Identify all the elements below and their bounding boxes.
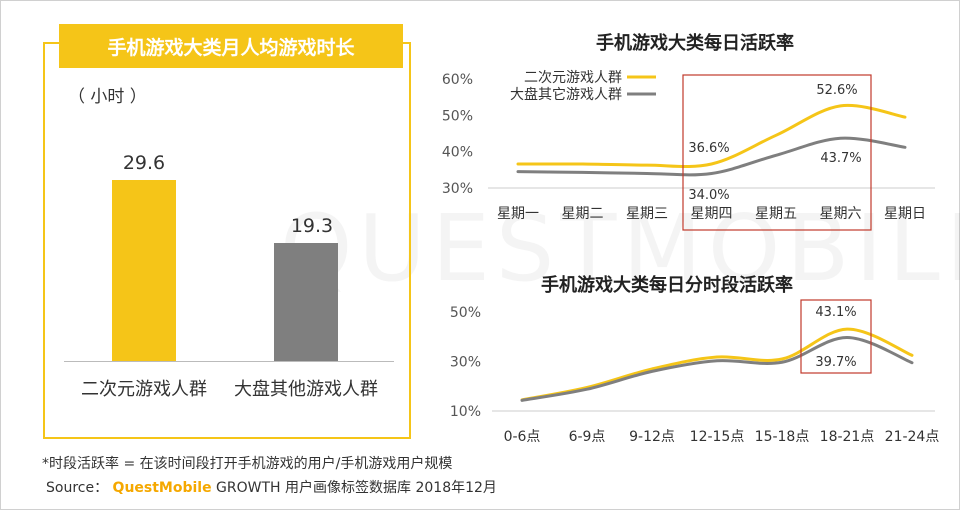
weekly-ytick: 30% (442, 181, 473, 197)
footnote: *时段活跃率 = 在该时间段打开手机游戏的用户/手机游戏用户规模 (42, 456, 453, 472)
hourly-xtick: 21-24点 (885, 429, 940, 445)
hourly-series-1-line (520, 335, 914, 402)
source-prefix: Source： (46, 480, 113, 496)
hourly-chart-title: 手机游戏大类每日分时段活跃率 (541, 275, 793, 296)
weekly-data-label-0: 36.6% (688, 141, 729, 156)
weekly-ytick: 50% (442, 108, 473, 124)
hourly-data-label-0: 43.1% (815, 305, 856, 320)
weekly-ytick: 40% (442, 145, 473, 161)
weekly-xtick: 星期六 (820, 206, 862, 222)
source-rest: GROWTH 用户画像标签数据库 2018年12月 (211, 480, 497, 496)
bar-value-1: 19.3 (290, 215, 334, 237)
weekly-highlight-box (682, 74, 872, 231)
weekly-series-0-line (516, 103, 907, 169)
bar-0 (112, 180, 176, 361)
bar-baseline (64, 361, 394, 362)
bar-1 (274, 243, 338, 361)
weekly-ytick: 60% (442, 72, 473, 88)
hourly-highlight-box (800, 299, 872, 374)
weekly-chart-title: 手机游戏大类每日活跃率 (596, 33, 794, 54)
hourly-xtick: 0-6点 (504, 429, 541, 445)
weekly-xtick: 星期四 (691, 206, 733, 222)
hourly-ytick: 30% (450, 355, 481, 371)
bar-category-1: 大盘其他游戏人群 (234, 379, 378, 400)
weekly-xtick: 星期日 (884, 206, 926, 222)
weekly-series-1-line (516, 136, 907, 177)
hourly-data-label-1: 39.7% (815, 355, 856, 370)
hourly-xtick: 12-15点 (690, 429, 745, 445)
source-line: Source： QuestMobile GROWTH 用户画像标签数据库 201… (46, 477, 497, 497)
hourly-xtick: 6-9点 (569, 429, 606, 445)
weekly-data-label-3: 43.7% (820, 151, 861, 166)
left-chart-unit: （ 小时 ） (68, 87, 147, 107)
bar-category-0: 二次元游戏人群 (81, 379, 207, 400)
weekly-xtick: 星期三 (626, 206, 668, 222)
hourly-xtick: 15-18点 (755, 429, 810, 445)
source-brand: QuestMobile (112, 480, 212, 496)
hourly-xtick: 18-21点 (820, 429, 875, 445)
watermark: QUESTMOBILE (280, 195, 960, 302)
weekly-legend-label-1: 大盘其它游戏人群 (510, 86, 622, 103)
bar-value-0: 29.6 (122, 152, 166, 174)
left-chart-title: 手机游戏大类月人均游戏时长 (59, 24, 403, 68)
hourly-series-0-line (520, 327, 914, 402)
weekly-data-label-2: 52.6% (816, 83, 857, 98)
hourly-ytick: 50% (450, 305, 481, 321)
hourly-ytick: 10% (450, 404, 481, 420)
weekly-xtick: 星期一 (497, 206, 539, 222)
hourly-xtick: 9-12点 (629, 429, 675, 445)
weekly-xtick: 星期二 (562, 206, 604, 222)
weekly-xtick: 星期五 (755, 206, 797, 222)
weekly-legend-label-0: 二次元游戏人群 (524, 70, 622, 86)
weekly-data-label-1: 34.0% (688, 188, 729, 203)
